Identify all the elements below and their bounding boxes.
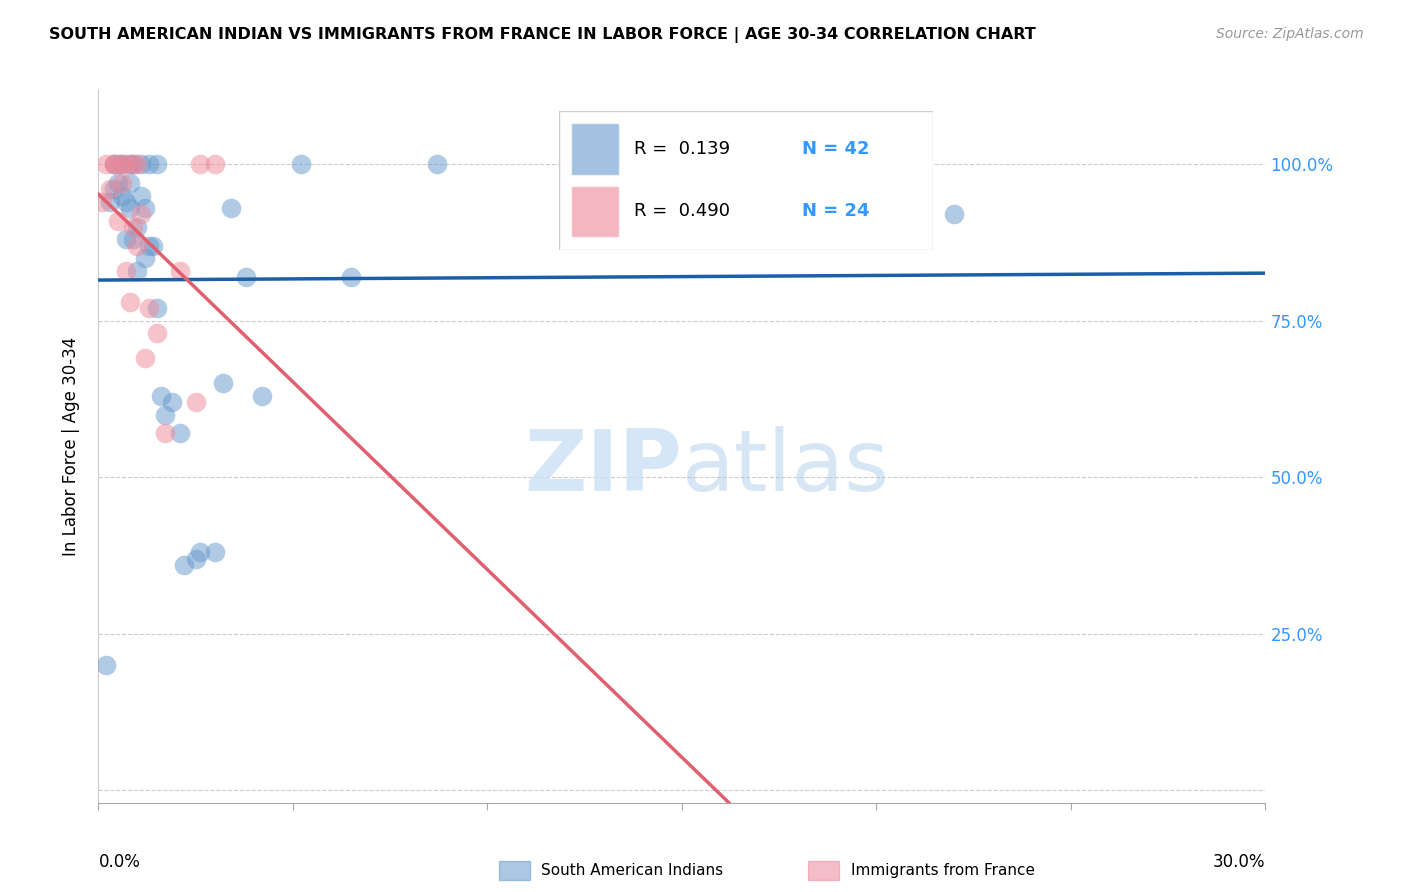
Point [114, 157, 136, 171]
Point [129, 157, 152, 171]
Point [111, 188, 134, 202]
Point [184, 395, 207, 409]
Point [188, 157, 211, 171]
Point [943, 207, 966, 221]
Point [169, 264, 191, 278]
Point [111, 157, 134, 171]
Y-axis label: In Labor Force | Age 30-34: In Labor Force | Age 30-34 [62, 336, 80, 556]
Text: SOUTH AMERICAN INDIAN VS IMMIGRANTS FROM FRANCE IN LABOR FORCE | AGE 30-34 CORRE: SOUTH AMERICAN INDIAN VS IMMIGRANTS FROM… [49, 27, 1036, 43]
Point [138, 238, 160, 252]
Point [103, 157, 125, 171]
Point [250, 389, 273, 403]
Point [138, 301, 160, 316]
Point [118, 201, 141, 215]
Point [134, 251, 156, 265]
Point [188, 545, 211, 559]
Point [107, 176, 129, 190]
Text: 30.0%: 30.0% [1213, 853, 1265, 871]
Point [98, 182, 121, 196]
Point [146, 326, 169, 341]
Point [127, 157, 149, 171]
Point [111, 157, 134, 171]
Point [149, 389, 172, 403]
Point [103, 182, 125, 196]
Point [114, 232, 136, 246]
Point [134, 201, 156, 215]
Point [138, 157, 160, 171]
Point [153, 426, 176, 441]
Point [169, 426, 191, 441]
Text: 0.0%: 0.0% [98, 853, 141, 871]
Text: South American Indians: South American Indians [541, 863, 724, 878]
Point [340, 270, 363, 285]
Point [114, 194, 136, 209]
Point [142, 238, 165, 252]
Point [127, 219, 149, 234]
Point [129, 188, 152, 202]
Point [146, 157, 169, 171]
Point [290, 157, 312, 171]
Point [118, 176, 141, 190]
Point [204, 157, 226, 171]
Text: Immigrants from France: Immigrants from France [851, 863, 1035, 878]
Point [127, 238, 149, 252]
Point [122, 157, 145, 171]
Point [111, 176, 134, 190]
Text: atlas: atlas [682, 425, 890, 509]
Point [204, 545, 226, 559]
Point [96, 157, 118, 171]
Point [146, 301, 169, 316]
Point [96, 658, 118, 673]
Point [127, 264, 149, 278]
Point [118, 157, 141, 171]
Point [212, 376, 235, 391]
Point [173, 558, 195, 572]
Point [103, 157, 125, 171]
Point [153, 408, 176, 422]
Point [91, 194, 114, 209]
Point [184, 551, 207, 566]
Point [118, 295, 141, 310]
Point [129, 207, 152, 221]
Point [107, 213, 129, 227]
Text: Source: ZipAtlas.com: Source: ZipAtlas.com [1216, 27, 1364, 41]
Point [114, 264, 136, 278]
Point [122, 232, 145, 246]
Point [103, 157, 125, 171]
Point [134, 351, 156, 366]
Point [122, 157, 145, 171]
Text: ZIP: ZIP [524, 425, 682, 509]
Point [107, 157, 129, 171]
Point [162, 395, 184, 409]
Point [219, 201, 242, 215]
Point [98, 194, 121, 209]
Point [235, 270, 257, 285]
Point [426, 157, 449, 171]
Point [122, 219, 145, 234]
